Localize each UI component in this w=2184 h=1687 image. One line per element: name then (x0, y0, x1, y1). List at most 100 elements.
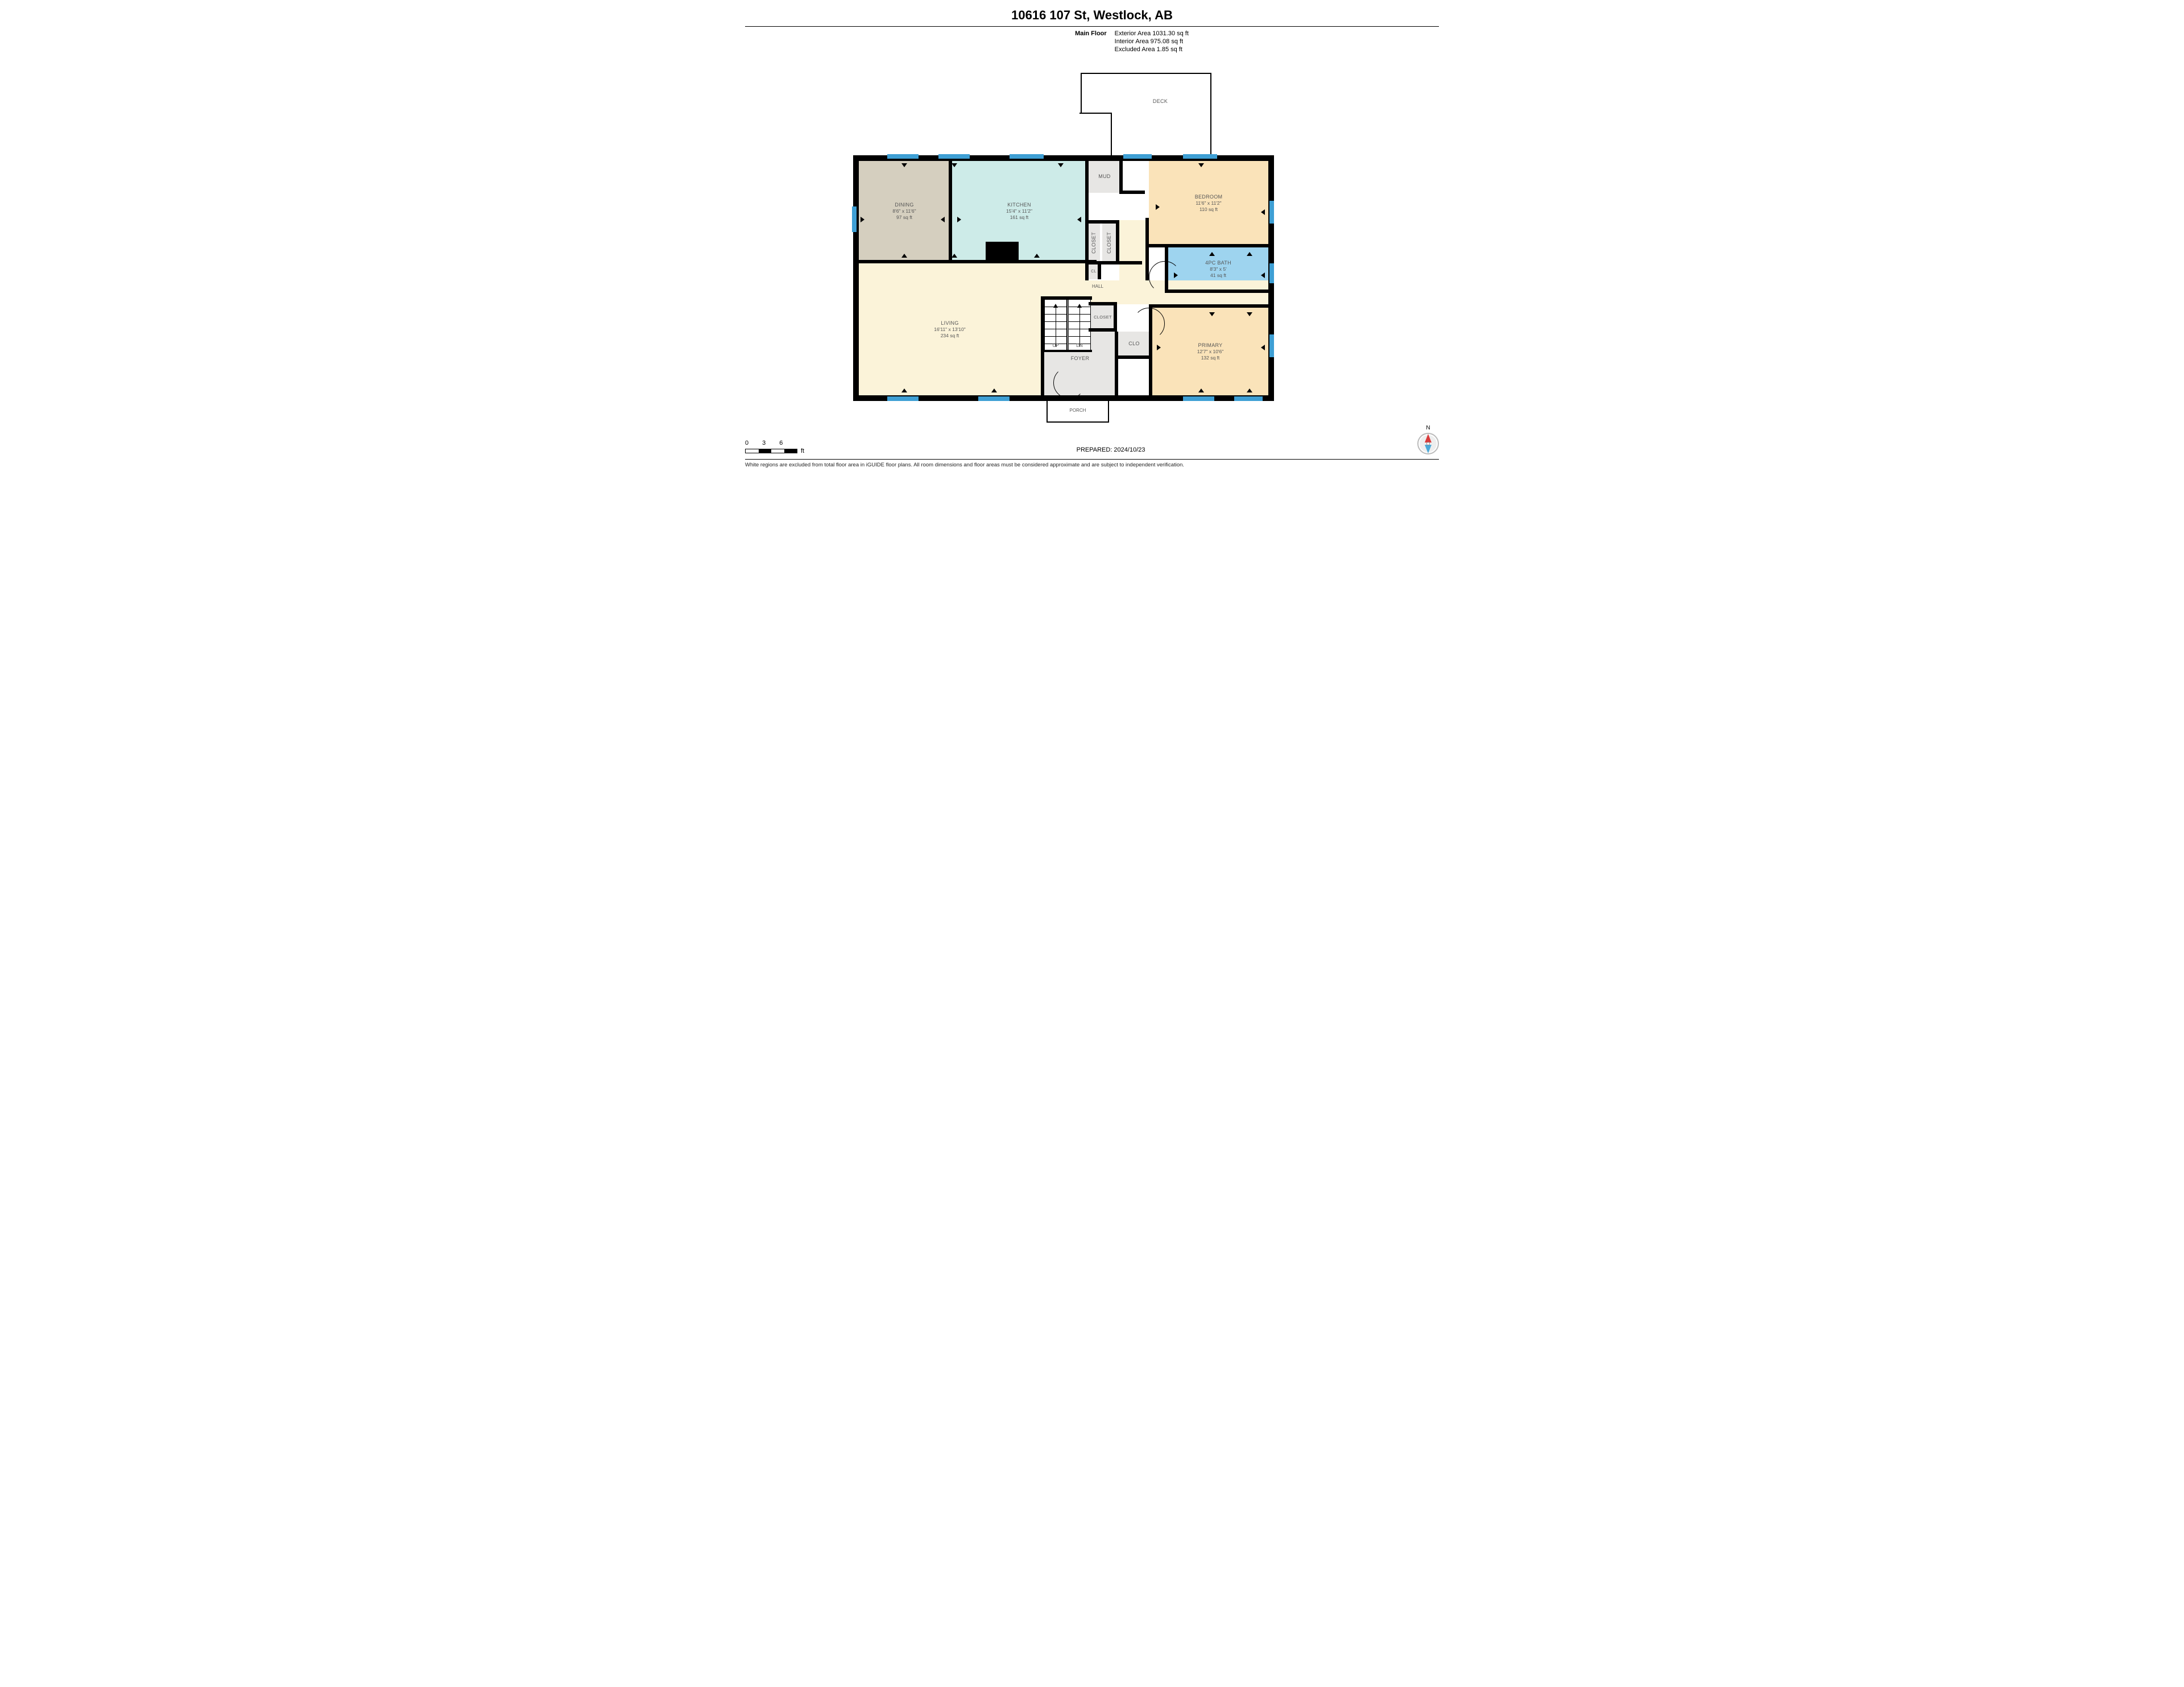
direction-arrow-icon (1261, 345, 1265, 350)
direction-arrow-icon (952, 163, 957, 167)
deck-notch-cover (1079, 113, 1112, 158)
scale-3: 3 (762, 440, 766, 446)
area-list: Exterior Area 1031.30 sq ft Interior Are… (1115, 30, 1189, 53)
interior-wall (1145, 244, 1268, 247)
interior-wall (1098, 264, 1101, 279)
direction-arrow-icon (1034, 254, 1040, 258)
direction-arrow-icon (1058, 163, 1064, 167)
foyer-extend (1091, 332, 1116, 353)
compass-icon (1417, 433, 1439, 454)
interior-wall (1119, 191, 1145, 194)
disclaimer-text: White regions are excluded from total fl… (745, 462, 1439, 468)
prepared-date: PREPARED: 2024/10/23 (1077, 446, 1145, 453)
scale-6: 6 (779, 440, 783, 446)
room-clo: CLO (1118, 332, 1150, 357)
interior-wall (1089, 328, 1117, 332)
window-marker (1010, 154, 1044, 159)
direction-arrow-icon (1156, 204, 1160, 210)
window-marker (1183, 396, 1214, 401)
room-mud: MUD (1089, 161, 1120, 193)
label-up: UP (1049, 343, 1062, 348)
hall-strip2 (1119, 220, 1147, 282)
direction-arrow-icon (901, 254, 907, 258)
page-title: 10616 107 St, Westlock, AB (745, 8, 1439, 23)
header-info: Main Floor Exterior Area 1031.30 sq ft I… (745, 30, 1439, 53)
interior-wall (1145, 218, 1149, 280)
room-closet-hall: CLOSET (1091, 305, 1115, 329)
direction-arrow-icon (1198, 388, 1204, 392)
interior-wall (1116, 220, 1119, 264)
direction-arrow-icon (952, 254, 957, 258)
interior-wall (1115, 355, 1151, 359)
room-kitchen: KITCHEN 15'4" x 11'2" 161 sq ft (952, 161, 1086, 261)
window-marker (887, 396, 919, 401)
window-marker (852, 206, 857, 232)
direction-arrow-icon (941, 217, 945, 222)
exterior-area: Exterior Area 1031.30 sq ft (1115, 30, 1189, 37)
direction-arrow-icon (1077, 217, 1081, 222)
direction-arrow-icon (861, 217, 864, 222)
ext-wall-left (853, 155, 859, 401)
interior-wall (1041, 296, 1044, 396)
interior-wall (1119, 160, 1123, 194)
window-marker (1269, 201, 1274, 224)
room-living: LIVING 16'11" x 13'10" 234 sq ft (859, 263, 1041, 395)
footer-row: 0 3 6 ft PREPARED: 2024/10/23 N (745, 433, 1439, 454)
interior-wall (1115, 332, 1118, 396)
direction-arrow-icon (1157, 345, 1161, 350)
interior-wall (1085, 220, 1119, 224)
label-dn: DN (1073, 343, 1086, 348)
interior-wall (949, 160, 952, 262)
interior-wall (1165, 290, 1269, 293)
direction-arrow-icon (1209, 312, 1215, 316)
window-marker (938, 154, 970, 159)
direction-arrow-icon (1247, 312, 1252, 316)
direction-arrow-icon (901, 163, 907, 167)
interior-wall (986, 242, 1019, 262)
interior-area: Interior Area 975.08 sq ft (1115, 38, 1189, 45)
room-closet-a: CLOSET (1089, 224, 1100, 262)
living-extend (1041, 263, 1089, 296)
room-dining: DINING 8'6" x 11'6" 97 sq ft (859, 161, 950, 261)
direction-arrow-icon (1209, 252, 1215, 256)
direction-arrow-icon (1261, 209, 1265, 215)
window-marker (1183, 154, 1217, 159)
window-marker (1234, 396, 1263, 401)
interior-wall (1085, 261, 1142, 264)
compass-n-label: N (1426, 425, 1430, 431)
compass-wrap: N (1417, 433, 1439, 454)
window-marker (978, 396, 1010, 401)
direction-arrow-icon (1198, 163, 1204, 167)
window-marker (1269, 334, 1274, 357)
deck-label: DECK (1126, 98, 1194, 105)
interior-wall (858, 260, 1097, 263)
direction-arrow-icon (957, 217, 961, 222)
room-closet-b: CLOSET (1102, 224, 1117, 262)
window-marker (1269, 263, 1274, 283)
direction-arrow-icon (901, 388, 907, 392)
window-marker (887, 154, 919, 159)
interior-wall (1114, 302, 1117, 332)
floor-plan: DECK DINING 8'6" x 11'6" 97 sq ft KITCHE… (808, 59, 1376, 428)
floor-label: Main Floor (1075, 30, 1107, 53)
room-primary: PRIMARY 12'7" x 10'6" 132 sq ft (1152, 308, 1268, 395)
footer-rule (745, 459, 1439, 460)
interior-wall (1066, 296, 1068, 351)
porch-label: PORCH (1062, 408, 1093, 413)
hall-label: HALL (1086, 284, 1109, 289)
excluded-area: Excluded Area 1.85 sq ft (1115, 46, 1189, 53)
scale-strip (745, 449, 797, 453)
direction-arrow-icon (1247, 252, 1252, 256)
interior-wall (1089, 302, 1117, 305)
interior-wall (1149, 304, 1269, 308)
window-marker (1123, 154, 1152, 159)
direction-arrow-icon (1261, 272, 1265, 278)
scale-unit: ft (801, 448, 804, 454)
room-bedroom: BEDROOM 11'6" x 11'2" 110 sq ft (1149, 161, 1268, 245)
direction-arrow-icon (1247, 388, 1252, 392)
scale-bar: 0 3 6 ft (745, 440, 804, 454)
scale-0: 0 (745, 440, 748, 446)
title-rule (745, 26, 1439, 27)
direction-arrow-icon (991, 388, 997, 392)
interior-wall (1041, 350, 1092, 352)
